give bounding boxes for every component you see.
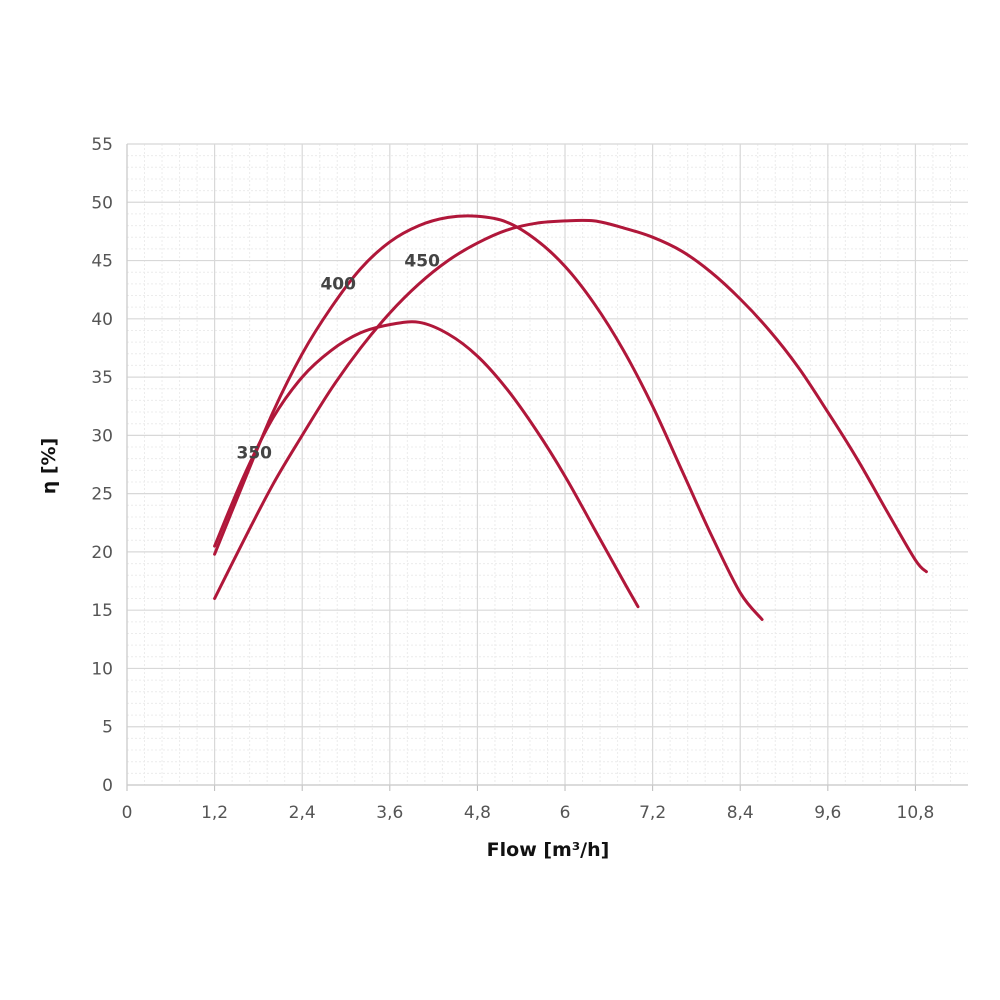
major-grid bbox=[126, 143, 968, 786]
y-tick-label: 45 bbox=[91, 252, 113, 272]
x-tick-label: 4,8 bbox=[464, 803, 491, 823]
y-tick-label: 25 bbox=[91, 485, 113, 505]
y-axis-title: η [%] bbox=[38, 438, 60, 495]
y-tick-label: 30 bbox=[91, 426, 113, 446]
x-tick-label: 10,8 bbox=[897, 803, 935, 823]
y-tick-label: 35 bbox=[91, 368, 113, 388]
curve-450 bbox=[213, 218, 928, 600]
x-tick-label: 0 bbox=[122, 803, 133, 823]
curve-350 bbox=[213, 320, 640, 609]
x-axis-title: Flow [m³/h] bbox=[487, 839, 610, 861]
y-tick-label: 20 bbox=[91, 543, 113, 563]
curve-400 bbox=[213, 214, 764, 621]
x-tick-label: 2,4 bbox=[289, 803, 316, 823]
x-tick-label: 6 bbox=[560, 803, 571, 823]
axes bbox=[126, 144, 968, 791]
x-tick-labels: 0 1,2 2,4 3,6 4,8 6 7,2 8,4 9,6 10,8 bbox=[122, 803, 935, 823]
y-tick-label: 50 bbox=[91, 193, 113, 213]
y-tick-label: 15 bbox=[91, 601, 113, 621]
x-tick-label: 9,6 bbox=[814, 803, 841, 823]
y-tick-label: 40 bbox=[91, 310, 113, 330]
x-tick-label: 3,6 bbox=[376, 803, 403, 823]
curve-label-350: 350 bbox=[237, 444, 273, 464]
y-tick-label: 0 bbox=[102, 776, 113, 796]
curve-label-400: 400 bbox=[320, 275, 356, 295]
series-curves bbox=[213, 214, 928, 621]
curve-label-450: 450 bbox=[404, 251, 440, 271]
minor-grid bbox=[127, 144, 968, 785]
y-tick-label: 10 bbox=[91, 659, 113, 679]
y-tick-labels: 0 5 10 15 20 25 30 35 40 45 50 55 bbox=[91, 135, 113, 796]
x-tick-label: 7,2 bbox=[639, 803, 666, 823]
x-tick-label: 1,2 bbox=[201, 803, 228, 823]
x-tick-label: 8,4 bbox=[727, 803, 754, 823]
series-labels: 350 400 450 bbox=[237, 251, 441, 463]
y-tick-label: 5 bbox=[102, 718, 113, 738]
y-tick-label: 55 bbox=[91, 135, 113, 155]
